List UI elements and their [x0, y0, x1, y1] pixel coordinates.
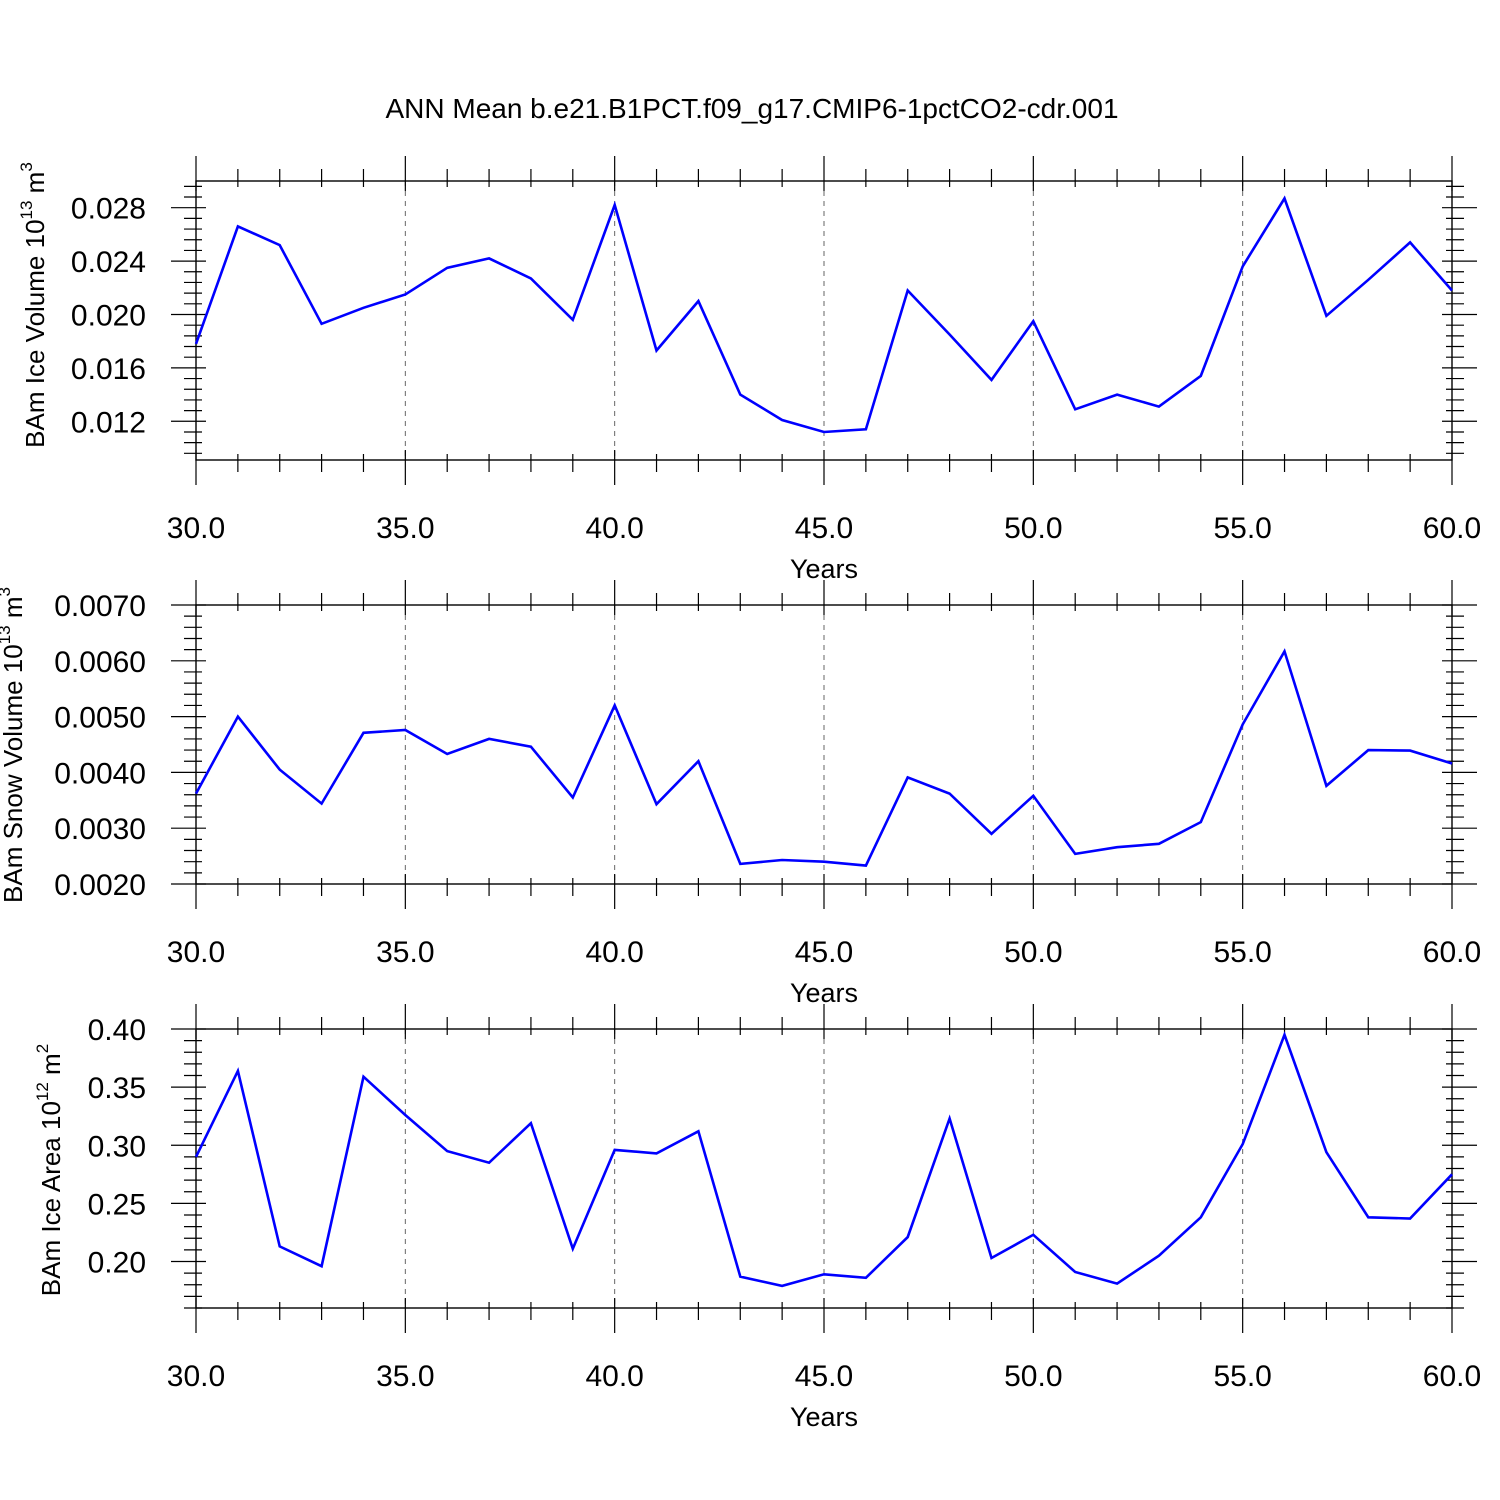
x-tick-label: 35.0 — [376, 936, 434, 969]
figure-title: ANN Mean b.e21.B1PCT.f09_g17.CMIP6-1pctC… — [385, 93, 1118, 124]
x-tick-label: 40.0 — [585, 936, 643, 969]
x-axis-label: Years — [790, 1402, 858, 1432]
y-tick-label: 0.024 — [71, 246, 146, 279]
y-tick-label: 0.0030 — [54, 813, 146, 846]
data-series-line — [194, 1031, 1453, 1288]
y-axis-label: BAm Snow Volume 1013 m3 — [0, 587, 28, 903]
panel-2: 30.0 35.0 40.0 45.0 50.0 55.0 60.0 0.0020 0.0030… — [0, 580, 1481, 1008]
x-tick-label: 60.0 — [1423, 936, 1481, 969]
y-tick-label: 0.40 — [88, 1014, 146, 1047]
data-series-line — [194, 195, 1453, 434]
y-tick-label: 0.30 — [88, 1130, 146, 1163]
y-tick-label: 0.35 — [88, 1072, 146, 1105]
x-tick-label: 30.0 — [167, 512, 225, 545]
x-tick-label: 40.0 — [585, 512, 643, 545]
y-tick-label: 0.0050 — [54, 702, 146, 735]
panel-3: 30.0 35.0 40.0 45.0 50.0 55.0 60.0 0.20 0.25 0.30… — [33, 1004, 1481, 1432]
y-tick-label: 0.016 — [71, 353, 146, 386]
y-tick-label: 0.0070 — [54, 590, 146, 623]
x-tick-label: 45.0 — [795, 936, 853, 969]
y-tick-label: 0.0020 — [54, 869, 146, 902]
x-tick-label: 45.0 — [795, 512, 853, 545]
x-tick-label: 35.0 — [376, 512, 434, 545]
y-tick-label: 0.028 — [71, 193, 146, 226]
x-tick-label: 50.0 — [1004, 1360, 1062, 1393]
x-tick-label: 50.0 — [1004, 936, 1062, 969]
x-tick-label: 55.0 — [1213, 1360, 1271, 1393]
x-tick-label: 55.0 — [1213, 512, 1271, 545]
x-tick-label: 55.0 — [1213, 936, 1271, 969]
x-axis-label: Years — [790, 978, 858, 1008]
x-axis-label: Years — [790, 554, 858, 584]
y-tick-label: 0.012 — [71, 406, 146, 439]
data-series-line — [194, 648, 1453, 867]
x-tick-label: 60.0 — [1423, 1360, 1481, 1393]
x-tick-label: 50.0 — [1004, 512, 1062, 545]
panels: 30.0 35.0 40.0 45.0 50.0 55.0 60.0 0.012 0.016 0.… — [0, 156, 1481, 1432]
panel-1: 30.0 35.0 40.0 45.0 50.0 55.0 60.0 0.012 0.016 0.… — [17, 156, 1481, 584]
x-tick-label: 30.0 — [167, 1360, 225, 1393]
x-tick-label: 30.0 — [167, 936, 225, 969]
x-tick-label: 35.0 — [376, 1360, 434, 1393]
y-tick-label: 0.25 — [88, 1188, 146, 1221]
x-tick-label: 40.0 — [585, 1360, 643, 1393]
x-tick-label: 45.0 — [795, 1360, 853, 1393]
x-tick-label: 60.0 — [1423, 512, 1481, 545]
y-axis-label: BAm Ice Volume 1013 m3 — [17, 162, 50, 448]
y-tick-label: 0.0040 — [54, 757, 146, 790]
y-axis-label: BAm Ice Area 1012 m2 — [33, 1044, 66, 1296]
y-tick-label: 0.020 — [71, 299, 146, 332]
y-tick-label: 0.20 — [88, 1247, 146, 1280]
y-tick-label: 0.0060 — [54, 646, 146, 679]
